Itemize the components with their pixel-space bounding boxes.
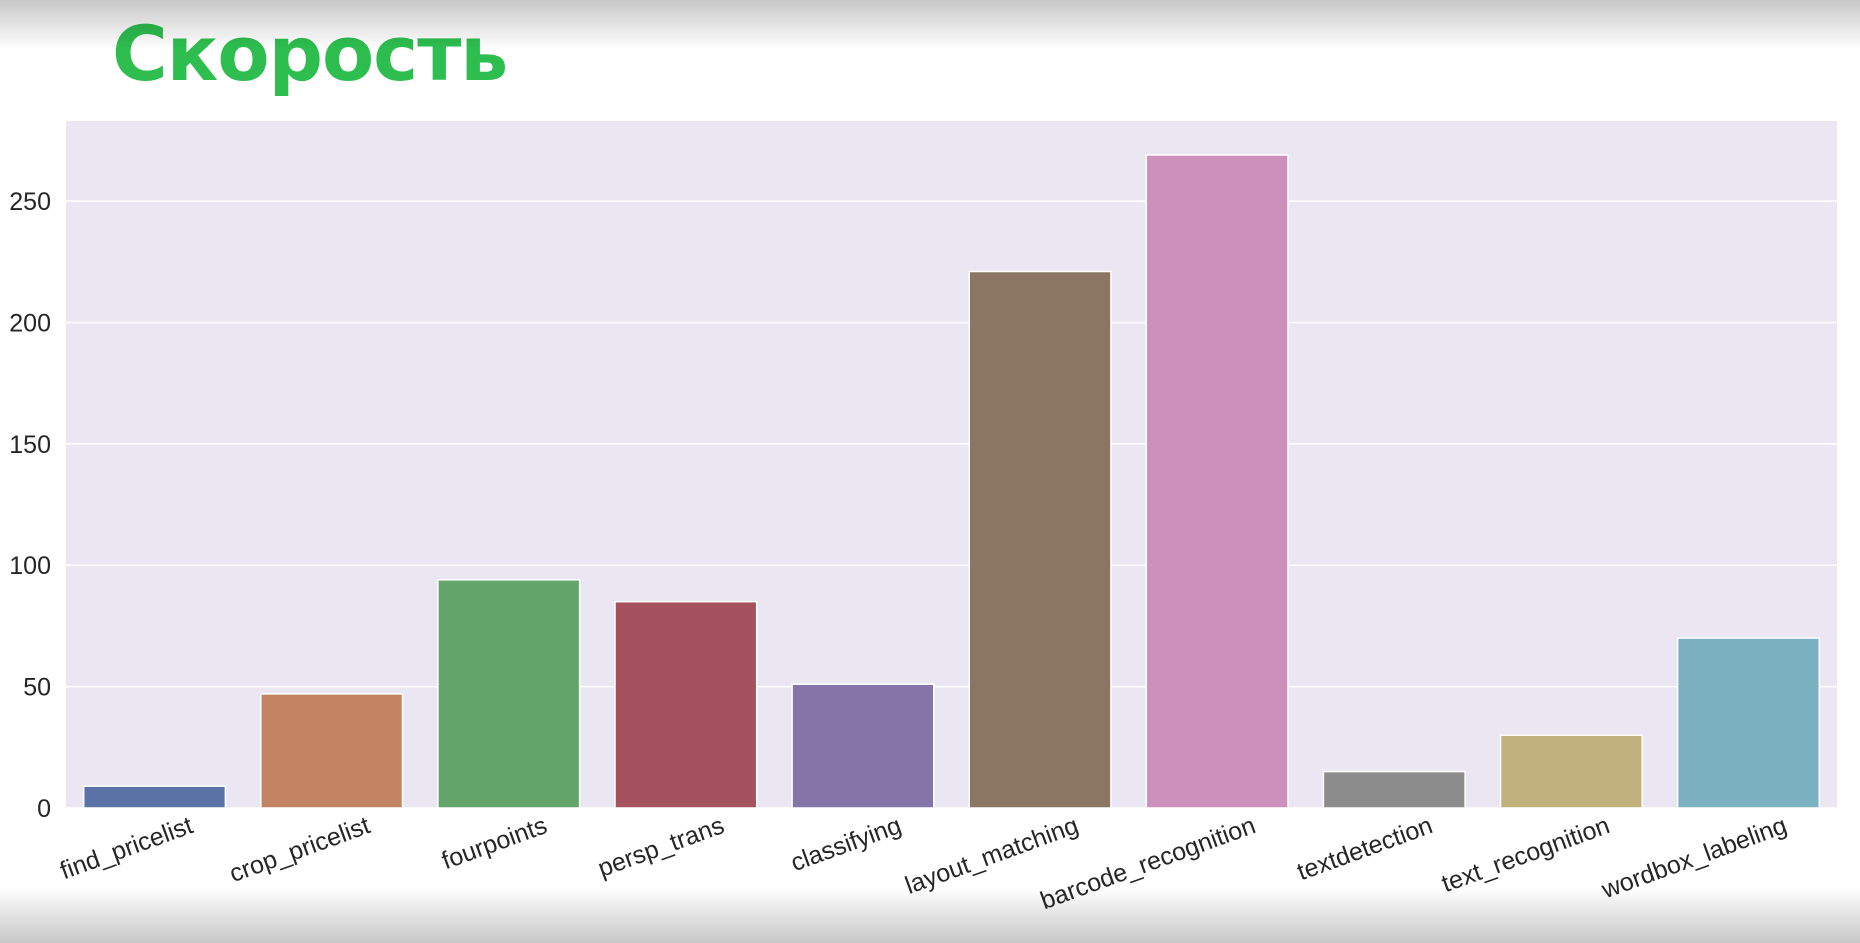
bar-wordbox-labeling: [1676, 637, 1821, 809]
bar-barcode-recognition: [1145, 154, 1289, 809]
y-axis: 0 50 100 150 200 250: [9, 188, 51, 823]
x-tick-label: fourpoints: [438, 811, 551, 875]
x-tick-label: wordbox_labeling: [1597, 811, 1790, 904]
bars: [82, 154, 1821, 809]
y-tick-label: 200: [9, 309, 51, 337]
x-tick-label: classifying: [787, 811, 905, 877]
x-tick-label: crop_pricelist: [226, 811, 374, 888]
bar-fourpoints: [437, 579, 581, 809]
bar-persp-trans: [614, 600, 758, 809]
x-axis: find_pricelist crop_pricelist fourpoints pe…: [56, 811, 1790, 915]
slide-title: Скорость: [112, 9, 508, 98]
y-tick-label: 150: [9, 431, 51, 459]
y-tick-label: 50: [23, 674, 51, 702]
x-tick-label: find_pricelist: [56, 811, 196, 885]
x-tick-label: text_recognition: [1438, 811, 1613, 898]
bar-text-recognition: [1499, 734, 1643, 809]
bar-textdetection: [1322, 770, 1466, 809]
bar-crop-pricelist: [260, 693, 404, 809]
y-tick-label: 100: [9, 552, 51, 580]
bar-classifying: [791, 683, 935, 809]
bar-layout-matching: [968, 270, 1112, 809]
x-tick-label: persp_trans: [594, 811, 728, 882]
x-tick-label: textdetection: [1294, 811, 1437, 886]
y-tick-label: 250: [9, 188, 51, 216]
y-tick-label: 0: [37, 795, 51, 823]
bar-find-pricelist: [82, 785, 227, 809]
